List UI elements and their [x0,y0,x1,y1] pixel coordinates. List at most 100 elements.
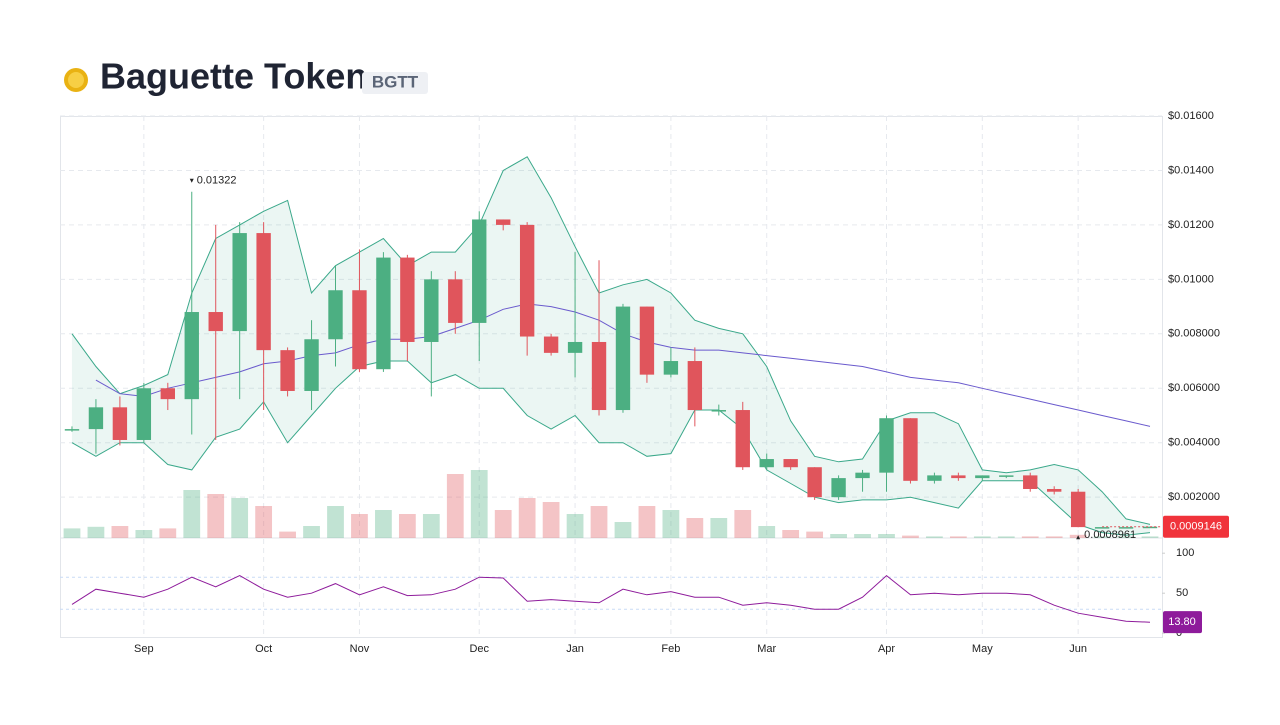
candle-body [519,224,535,337]
candle-body [687,361,703,411]
candle-body [783,459,798,468]
x-tick-label: Dec [469,643,489,655]
candle-body [352,290,367,370]
y-tick-label: $0.01000 [1168,273,1214,285]
x-tick-label: Jan [566,643,584,655]
candle-body [232,233,247,332]
candle-body [975,475,990,479]
candle-body [472,219,487,323]
volume-bar [1093,536,1111,538]
y-tick-label: $0.01600 [1168,110,1214,122]
candle-body [496,219,511,225]
volume-bar [231,498,249,538]
rsi-tag [1163,611,1202,634]
volume-bar [494,510,512,538]
rsi-label: 13.80 [1168,616,1196,628]
candle-body [543,336,559,353]
candle-body [711,410,726,412]
candle-body [328,290,343,340]
band-upper [71,156,1151,525]
candle-body [160,388,175,400]
volume-bar [111,526,129,538]
volume-bar [375,510,392,538]
volume-bar [542,502,560,538]
y-tick-label: $0.008000 [1168,328,1220,340]
coin-icon-inner [68,72,84,88]
x-tick-label: Apr [878,643,895,655]
x-tick-label: Sep [134,643,154,655]
candle-body [112,407,128,440]
volume-bar [303,526,320,538]
candle-body [208,312,223,332]
candle-body [831,478,846,498]
candle-body [1118,527,1134,529]
volume-bar [159,528,177,538]
x-tick-label: Oct [255,643,272,655]
candle-body [1070,491,1086,528]
volume-bar [398,514,416,538]
candle-body [567,341,583,353]
volume-bar [638,506,656,538]
volume-bar [1117,536,1135,538]
candle-body [424,279,439,342]
rsi-tick-label: 100 [1176,547,1194,559]
candle-body [376,257,391,370]
candle-body [184,312,199,400]
volume-bar [806,531,824,538]
volume-bar [590,506,608,538]
volume-bar [926,536,943,538]
volume-bar [518,498,536,538]
candle-body [1094,527,1110,529]
volume-bar [1141,536,1159,538]
candle-body [663,361,679,375]
volume-bar [470,470,488,538]
candle-body [448,279,463,323]
low-label: 0.0008961 [1084,529,1136,541]
x-tick-label: Feb [661,643,680,655]
volume-bar [446,474,464,538]
volume-bar [1021,536,1039,538]
candle-body [735,410,750,468]
y-tick-label: $0.002000 [1168,491,1220,503]
candle-body [951,475,966,479]
y-tick-label: $0.01200 [1168,219,1214,231]
x-tick-label: May [972,643,993,655]
candle-body [855,472,870,479]
volume-bar [710,518,728,538]
chart-title: Baguette Token [100,56,367,97]
volume-bar [830,534,847,538]
volume-bar [255,506,273,538]
x-tick-label: Nov [350,643,370,655]
candle-body [256,233,271,351]
candle-body [280,350,295,391]
volume-bar [135,530,153,538]
last-price-label: 0.0009146 [1170,521,1222,533]
volume-bar [973,536,991,538]
candle-body [304,339,319,391]
volume-bar [686,518,704,538]
symbol-badge [362,72,428,94]
volume-bar [878,534,895,538]
volume-bar [87,526,105,538]
volume-bar [1045,536,1063,538]
volume-bar [734,510,752,538]
volume-bar [422,514,440,538]
candle-body [759,459,774,468]
candle-body [64,429,80,431]
high-label: 0.01322 [197,175,237,187]
volume-bar [614,522,632,538]
volume-bar [566,514,584,538]
candle-body [927,475,942,481]
candle-body [879,418,894,473]
candle-body [807,467,822,498]
band-fill [71,156,1151,536]
volume-bar [183,490,201,538]
volume-bar [782,530,800,538]
x-tick-label: Jun [1069,643,1087,655]
y-tick-label: $0.01400 [1168,164,1214,176]
candle-body [88,407,104,430]
symbol: BGTT [372,72,419,91]
y-tick-label: $0.004000 [1168,437,1220,449]
